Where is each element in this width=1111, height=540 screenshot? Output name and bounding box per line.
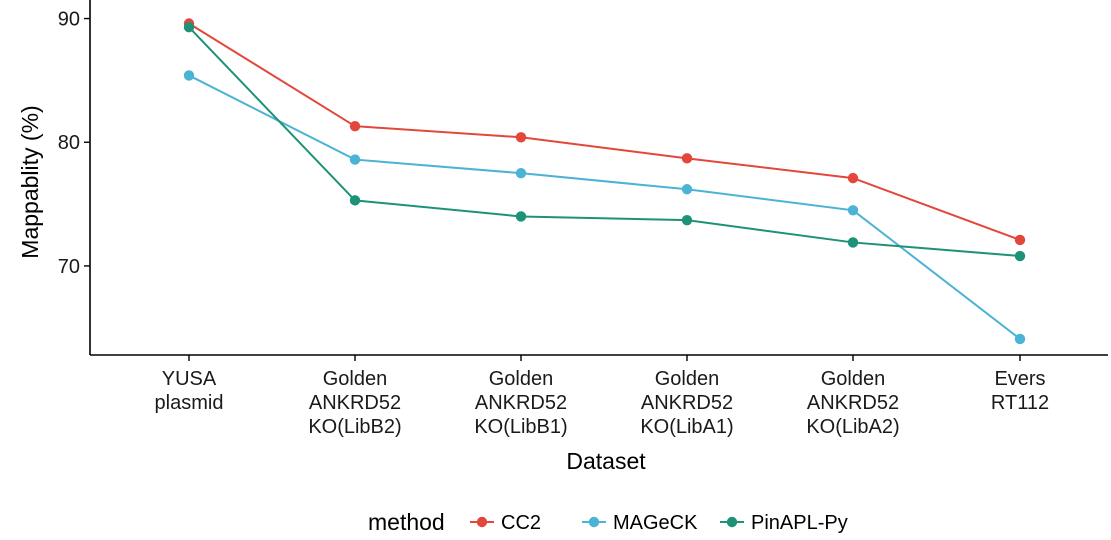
x-tick-label-line: ANKRD52 [641, 392, 733, 414]
data-point-cc2 [847, 172, 859, 184]
legend-label-pinapl-py: PinAPL-Py [751, 512, 848, 534]
y-tick-label: 90 [58, 9, 80, 31]
data-point-pinapl-py [515, 211, 527, 222]
x-tick-label-line: Golden [489, 368, 554, 390]
legend-item-mageck: MAGeCK [582, 512, 698, 534]
data-point-cc2 [349, 120, 361, 132]
data-point-cc2 [1014, 234, 1026, 246]
x-tick-label-line: KO(LibB2) [308, 416, 401, 438]
x-tick-label-line: Golden [821, 368, 886, 390]
y-tick-label: 70 [58, 256, 80, 278]
data-point-pinapl-py [349, 195, 361, 206]
x-tick-label-line: ANKRD52 [475, 392, 567, 414]
x-tick-label: Evers RT112 [991, 368, 1049, 414]
x-tick-label-line: KO(LibB1) [474, 416, 567, 438]
x-tick-label-line: Golden [655, 368, 720, 390]
series-mageck [183, 70, 1026, 345]
legend-label-cc2: CC2 [501, 512, 541, 534]
series-cc2 [183, 18, 1026, 246]
data-point-mageck [183, 70, 195, 81]
x-tick-label-line: ANKRD52 [309, 392, 401, 414]
series-layer [183, 18, 1026, 345]
x-tick-label-line: Evers [994, 368, 1045, 390]
data-point-mageck [681, 184, 693, 195]
data-point-pinapl-py [847, 237, 859, 248]
y-axis-title: Mappablity (%) [17, 105, 43, 258]
data-point-cc2 [515, 132, 527, 143]
legend-marker-cc2 [476, 516, 488, 528]
x-axis-title: Dataset [566, 448, 646, 474]
x-tick-label: Golden ANKRD52 KO(LibA2) [806, 368, 899, 438]
x-tick-label-line: plasmid [155, 392, 224, 414]
legend-item-cc2: CC2 [470, 512, 541, 534]
x-tick-label-line: YUSA [162, 368, 217, 390]
data-point-mageck [349, 154, 361, 165]
series-pinapl-py [183, 22, 1026, 262]
legend-marker-mageck [588, 516, 600, 528]
x-tick-label: Golden ANKRD52 KO(LibA1) [640, 368, 733, 438]
x-tick-label: Golden ANKRD52 KO(LibB2) [308, 368, 401, 438]
data-point-mageck [1014, 333, 1026, 345]
y-ticks: 70 80 90 [58, 9, 90, 278]
x-tick-label-line: Golden [323, 368, 388, 390]
legend-item-pinapl-py: PinAPL-Py [720, 512, 848, 534]
x-tick-label-line: KO(LibA2) [806, 416, 899, 438]
y-tick-label: 80 [58, 132, 80, 154]
data-point-cc2 [681, 153, 693, 164]
data-point-pinapl-py [681, 214, 693, 226]
x-tick-label-line: KO(LibA1) [640, 416, 733, 438]
series-line-mageck [188, 74, 1021, 340]
x-tick-label-line: RT112 [991, 392, 1049, 414]
data-point-mageck [847, 205, 859, 216]
legend-title: method [368, 509, 445, 535]
x-tick-label: YUSA plasmid [155, 368, 224, 414]
x-tick-label-line: ANKRD52 [807, 392, 899, 414]
series-line-pinapl-py [188, 26, 1021, 258]
series-line-cc2 [188, 22, 1021, 241]
data-point-mageck [515, 167, 527, 179]
axis-layer [89, 0, 1108, 356]
legend: method CC2 MAGeCK PinAPL-Py [368, 509, 848, 535]
data-point-pinapl-py [183, 22, 195, 33]
x-tick-label: Golden ANKRD52 KO(LibB1) [474, 368, 567, 438]
legend-label-mageck: MAGeCK [613, 512, 698, 534]
legend-marker-pinapl-py [726, 516, 738, 528]
data-point-pinapl-py [1014, 250, 1026, 262]
